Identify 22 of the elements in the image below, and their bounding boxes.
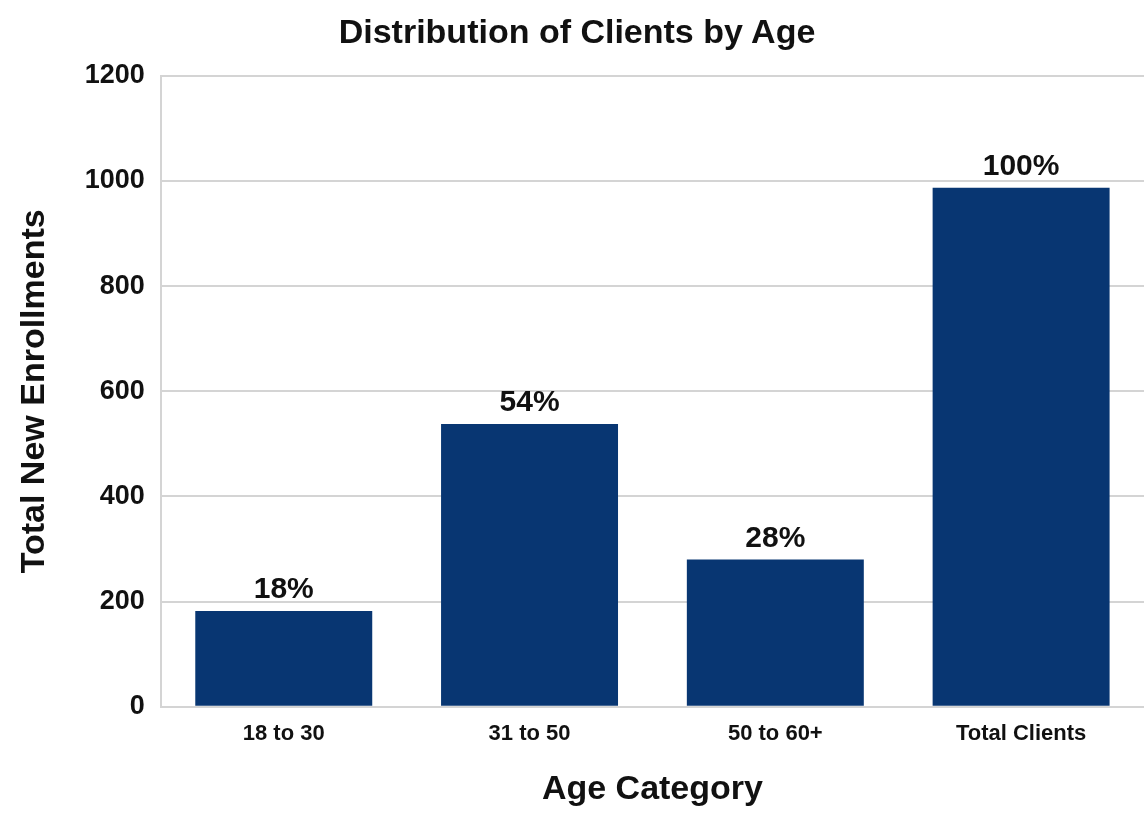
y-tick-label: 600 [99,374,145,405]
bar [441,423,619,706]
x-tick-label: 31 to 50 [488,720,571,746]
y-tick-label: 0 [129,690,145,721]
y-tick-label: 400 [99,479,145,510]
annotation: 18% [253,571,314,605]
x-tick-label: 50 to 60+ [727,720,823,746]
y-axis-title: Total New Enrollments [12,209,51,574]
bar [686,559,864,706]
chart-title: Distribution of Clients by Age [338,11,816,50]
y-tick-label: 1200 [84,59,145,90]
bar [932,187,1110,706]
bar [195,611,373,706]
x-tick-label: Total Clients [955,720,1087,746]
y-tick-label: 800 [99,269,145,300]
y-tick-label: 1000 [84,164,145,195]
x-axis-title: Age Category [541,767,764,806]
annotation: 28% [745,519,806,553]
annotation: 54% [499,384,560,418]
x-tick-label: 18 to 30 [242,720,325,746]
annotation: 100% [982,148,1060,182]
y-tick-label: 200 [99,585,145,616]
